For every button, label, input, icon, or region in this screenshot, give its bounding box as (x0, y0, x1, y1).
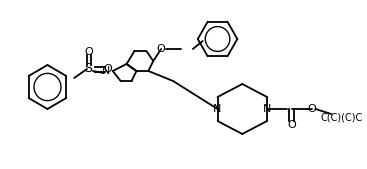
Text: C(C)(C)C: C(C)(C)C (320, 112, 362, 122)
Text: O: O (157, 44, 166, 54)
Text: O: O (287, 120, 296, 130)
Text: N: N (263, 104, 271, 114)
Text: O: O (85, 47, 93, 57)
Text: N: N (102, 66, 110, 76)
Text: O: O (307, 104, 316, 114)
Text: S: S (84, 63, 92, 76)
Text: N: N (213, 104, 222, 114)
Text: O: O (103, 64, 112, 74)
